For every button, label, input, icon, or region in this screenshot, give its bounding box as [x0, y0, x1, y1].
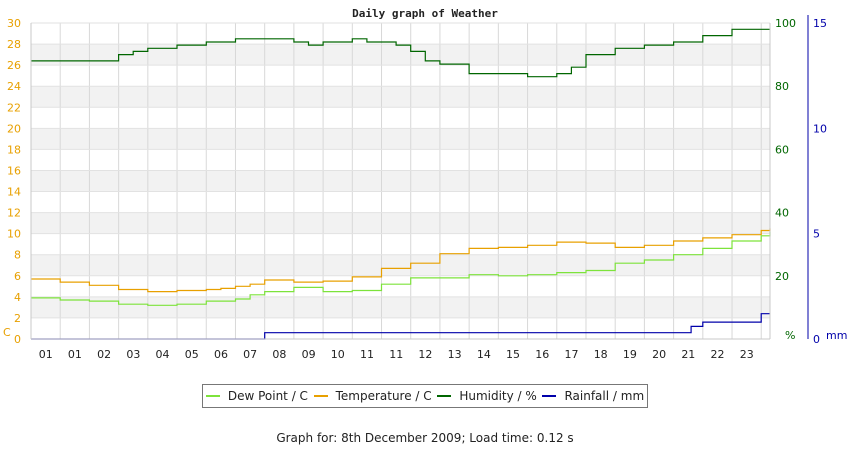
rainfall-tick-label: 5 — [813, 228, 820, 241]
x-tick-label: 06 — [214, 348, 228, 361]
weather-chart: Daily graph of Weather 02468101214161820… — [3, 7, 847, 361]
series-line-humidity — [31, 28, 770, 78]
grid-band — [31, 254, 770, 276]
left-tick-label: 8 — [14, 249, 21, 262]
legend-item-rainfall: Rainfall / mm — [542, 389, 644, 403]
x-tick-label: 12 — [418, 348, 432, 361]
series-line-temperature — [31, 228, 771, 293]
left-tick-label: 24 — [7, 80, 21, 93]
x-tick-label: 17 — [564, 348, 578, 361]
x-tick-label: 22 — [711, 348, 725, 361]
x-tick-label: 01 — [68, 348, 82, 361]
left-tick-label: 22 — [7, 101, 21, 114]
x-tick-label: 07 — [243, 348, 257, 361]
left-tick-label: 18 — [7, 143, 21, 156]
x-axis-ticks: 01 01 02 03 04 05 06 07 08 09 10 11 11 12 13 14 15 16 17 18… — [39, 348, 754, 361]
x-tick-label: 11 — [360, 348, 374, 361]
series-layer — [31, 28, 771, 340]
left-tick-label: 14 — [7, 186, 21, 199]
x-tick-label: 05 — [185, 348, 199, 361]
grid-bands — [31, 44, 770, 318]
vertical-gridlines — [59, 23, 762, 339]
x-tick-label: 20 — [652, 348, 666, 361]
chart-legend: Dew Point / C Temperature / C Humidity /… — [202, 384, 648, 408]
legend-label-humidity: Humidity / % — [459, 389, 537, 403]
rainfall-axis-unit: mm — [826, 329, 847, 342]
grid-band — [31, 296, 770, 318]
legend-label-dew-point: Dew Point / C — [227, 389, 308, 403]
left-tick-label: 26 — [7, 59, 21, 72]
rainfall-tick-label: 10 — [813, 122, 827, 135]
x-tick-label: 23 — [740, 348, 754, 361]
legend-label-temperature: Temperature / C — [335, 389, 432, 403]
left-tick-label: 2 — [14, 312, 21, 325]
humidity-axis-unit: % — [785, 329, 795, 342]
left-tick-label: 0 — [14, 333, 21, 346]
x-tick-label: 13 — [448, 348, 462, 361]
legend-swatch-temperature — [313, 395, 328, 397]
left-tick-label: 12 — [7, 207, 21, 220]
left-tick-label: 30 — [7, 17, 21, 30]
x-tick-label: 03 — [126, 348, 140, 361]
x-tick-label: 15 — [506, 348, 520, 361]
legend-swatch-humidity — [437, 395, 452, 397]
series-line-dew-point — [31, 231, 771, 306]
humidity-tick-label: 80 — [775, 80, 789, 93]
grid-band — [31, 128, 770, 150]
x-tick-label: 08 — [272, 348, 286, 361]
footer-status: Graph for: 8th December 2009; Load time:… — [276, 431, 574, 445]
series-line-rainfall — [31, 313, 770, 340]
axes — [30, 15, 809, 340]
rainfall-axis-ticks: 0 5 10 15 — [813, 17, 827, 346]
x-tick-label: 09 — [302, 348, 316, 361]
x-tick-label: 14 — [477, 348, 491, 361]
grid-band — [31, 170, 770, 192]
legend-item-temperature: Temperature / C — [313, 389, 432, 403]
humidity-axis-ticks: 20 40 60 80 100 — [775, 17, 796, 283]
left-tick-label: 10 — [7, 228, 21, 241]
humidity-tick-label: 20 — [775, 270, 789, 283]
x-tick-label: 19 — [623, 348, 637, 361]
legend-label-rainfall: Rainfall / mm — [564, 389, 645, 403]
x-tick-label: 01 — [39, 348, 53, 361]
left-axis-unit: C — [3, 326, 11, 339]
left-tick-label: 28 — [7, 38, 21, 51]
rainfall-tick-label: 0 — [813, 333, 820, 346]
humidity-tick-label: 100 — [775, 17, 796, 30]
grid-band — [31, 212, 770, 234]
rainfall-tick-label: 15 — [813, 17, 827, 30]
x-tick-label: 10 — [331, 348, 345, 361]
legend-item-humidity: Humidity / % — [437, 389, 537, 403]
grid-band — [31, 44, 770, 66]
left-tick-label: 20 — [7, 122, 21, 135]
humidity-tick-label: 40 — [775, 207, 789, 220]
grid-band — [31, 86, 770, 108]
legend-swatch-rainfall — [542, 395, 557, 397]
horizontal-gridlines — [31, 22, 770, 340]
left-tick-label: 4 — [14, 291, 21, 304]
x-tick-label: 18 — [594, 348, 608, 361]
legend-swatch-dew-point — [205, 395, 220, 397]
left-tick-label: 6 — [14, 270, 21, 283]
x-tick-label: 04 — [156, 348, 170, 361]
x-tick-label: 11 — [389, 348, 403, 361]
x-tick-label: 16 — [535, 348, 549, 361]
legend-item-dew-point: Dew Point / C — [205, 389, 308, 403]
left-tick-label: 16 — [7, 164, 21, 177]
humidity-tick-label: 60 — [775, 143, 789, 156]
x-tick-label: 02 — [97, 348, 111, 361]
chart-title: Daily graph of Weather — [352, 7, 498, 20]
x-tick-label: 21 — [681, 348, 695, 361]
